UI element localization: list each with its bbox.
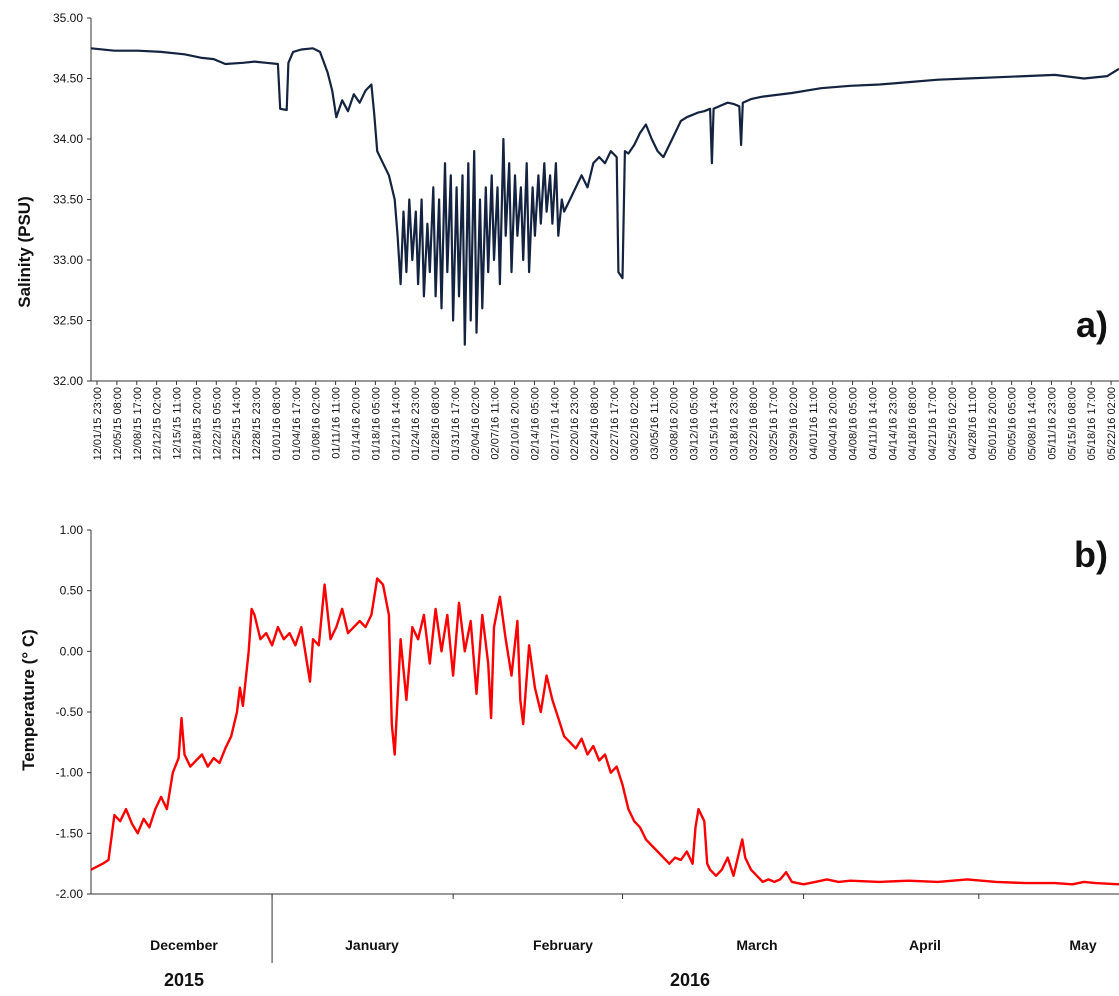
salinity-x-tick-label: 02/14/16 05:00	[529, 387, 541, 460]
salinity-x-tick-label: 12/18/15 20:00	[191, 387, 203, 460]
month-label: January	[345, 937, 399, 953]
salinity-x-tick-label: 04/18/16 08:00	[907, 387, 919, 460]
salinity-x-tick-label: 02/07/16 11:00	[490, 387, 502, 460]
salinity-x-tick-label: 01/24/16 23:00	[410, 387, 422, 460]
salinity-x-tick-label: 04/08/16 05:00	[848, 387, 860, 460]
salinity-x-tick-label: 03/29/16 02:00	[788, 387, 800, 460]
salinity-x-tick-label: 05/22/16 02:00	[1106, 387, 1118, 460]
salinity-y-tick-label: 32.00	[53, 374, 83, 388]
salinity-x-tick-label: 12/12/15 02:00	[152, 387, 164, 460]
month-label: April	[909, 937, 941, 953]
temperature-y-axis-title: Temperature (° C)	[19, 629, 38, 771]
salinity-x-tick-label: 02/24/16 08:00	[589, 387, 601, 460]
salinity-series-line	[90, 47, 1119, 346]
salinity-x-tick-label: 01/31/16 17:00	[450, 387, 462, 460]
salinity-x-tick-label: 04/11/16 14:00	[868, 387, 880, 460]
temperature-chart: 1.00 0.50 0.00 -0.50 -1.00 -1.50 -2.00 Tempera…	[19, 523, 1119, 990]
year-labels: 2015 2016	[164, 970, 710, 990]
salinity-x-tick-label: 05/15/16 08:00	[1066, 387, 1078, 460]
salinity-x-tick-label: 01/28/16 08:00	[430, 387, 442, 460]
salinity-x-tick-label: 02/27/16 17:00	[609, 387, 621, 460]
salinity-x-tick-label: 12/15/15 11:00	[172, 387, 184, 460]
salinity-x-tick-label: 01/14/16 20:00	[351, 387, 363, 460]
salinity-y-tick-label: 35.00	[53, 11, 83, 25]
month-label: March	[736, 937, 777, 953]
salinity-x-tick-label: 04/21/16 17:00	[927, 387, 939, 460]
salinity-x-tick-label: 01/21/16 14:00	[390, 387, 402, 460]
temperature-y-tick-label: -0.50	[56, 705, 84, 719]
salinity-x-tick-label: 03/12/16 05:00	[689, 387, 701, 460]
salinity-y-axis-title: Salinity (PSU)	[15, 196, 34, 307]
salinity-x-tick-label: 01/04/16 17:00	[291, 387, 303, 460]
temperature-x-axis	[91, 893, 1119, 963]
salinity-x-tick-label: 12/08/15 17:00	[132, 387, 144, 460]
panel-label-b: b)	[1074, 534, 1108, 575]
salinity-x-tick-label: 01/01/16 08:00	[271, 387, 283, 460]
salinity-y-tick-label: 32.50	[53, 314, 83, 328]
salinity-x-tick-label: 05/11/16 23:00	[1046, 387, 1058, 460]
temperature-series-line	[90, 577, 1119, 886]
temperature-y-tick-label: -1.00	[56, 766, 84, 780]
salinity-y-tick-label: 33.00	[53, 253, 83, 267]
salinity-y-tick-label: 33.50	[53, 193, 83, 207]
temperature-y-tick-label: 0.00	[60, 644, 84, 658]
month-label: February	[533, 937, 593, 953]
salinity-x-tick-label: 01/08/16 02:00	[311, 387, 323, 460]
salinity-x-tick-label: 05/18/16 17:00	[1086, 387, 1098, 460]
salinity-x-tick-label: 03/02/16 02:00	[629, 387, 641, 460]
salinity-y-tick-label: 34.00	[53, 132, 83, 146]
salinity-x-tick-label: 03/08/16 20:00	[669, 387, 681, 460]
salinity-x-tick-label: 04/01/16 11:00	[808, 387, 820, 460]
salinity-x-tick-label: 04/04/16 20:00	[828, 387, 840, 460]
salinity-x-tick-label: 12/22/15 05:00	[211, 387, 223, 460]
salinity-x-tick-label: 02/17/16 14:00	[549, 387, 561, 460]
salinity-y-axis: 35.00 34.50 34.00 33.50 33.00 32.50 32.00	[53, 11, 92, 388]
salinity-x-tick-label: 05/01/16 20:00	[987, 387, 999, 460]
year-label: 2016	[670, 970, 710, 990]
salinity-x-tick-label: 05/08/16 14:00	[1027, 387, 1039, 460]
salinity-x-tick-label: 01/18/16 05:00	[370, 387, 382, 460]
salinity-x-tick-label: 01/11/16 11:00	[331, 387, 343, 459]
salinity-x-tick-label: 12/05/15 08:00	[112, 387, 124, 460]
salinity-x-tick-label: 12/25/15 14:00	[231, 387, 243, 460]
salinity-x-tick-label: 04/14/16 23:00	[887, 387, 899, 460]
month-label: May	[1069, 937, 1096, 953]
salinity-x-tick-label: 03/25/16 17:00	[768, 387, 780, 460]
salinity-x-tick-label: 04/28/16 11:00	[967, 387, 979, 460]
salinity-x-tick-label: 02/10/16 20:00	[510, 387, 522, 460]
month-labels: December January February March April May	[150, 937, 1097, 953]
month-label: December	[150, 937, 218, 953]
temperature-y-tick-label: -1.50	[56, 826, 84, 840]
salinity-x-tick-label: 12/28/15 23:00	[251, 387, 263, 460]
temperature-y-tick-label: -2.00	[56, 887, 84, 901]
salinity-x-tick-label: 03/22/16 08:00	[748, 387, 760, 460]
salinity-x-axis: 12/01/15 23:00 12/05/15 08:00 12/08/15 17:…	[91, 380, 1119, 460]
salinity-x-tick-label: 03/05/16 11:00	[649, 387, 661, 460]
temperature-y-tick-label: 0.50	[60, 584, 84, 598]
salinity-y-tick-label: 34.50	[53, 72, 83, 86]
salinity-x-tick-label: 04/25/16 02:00	[947, 387, 959, 460]
temperature-y-axis: 1.00 0.50 0.00 -0.50 -1.00 -1.50 -2.00	[56, 523, 92, 901]
salinity-x-tick-label: 02/20/16 23:00	[569, 387, 581, 460]
salinity-x-tick-label: 02/04/16 02:00	[470, 387, 482, 460]
salinity-x-tick-label: 03/18/16 23:00	[728, 387, 740, 460]
salinity-x-tick-label: 12/01/15 23:00	[92, 387, 104, 460]
year-label: 2015	[164, 970, 204, 990]
salinity-x-tick-label: 05/05/16 05:00	[1007, 387, 1019, 460]
temperature-y-tick-label: 1.00	[60, 523, 84, 537]
panel-label-a: a)	[1076, 304, 1108, 345]
salinity-chart: 35.00 34.50 34.00 33.50 33.00 32.50 32.00 12/0…	[15, 11, 1119, 460]
salinity-x-tick-label: 03/15/16 14:00	[708, 387, 720, 460]
